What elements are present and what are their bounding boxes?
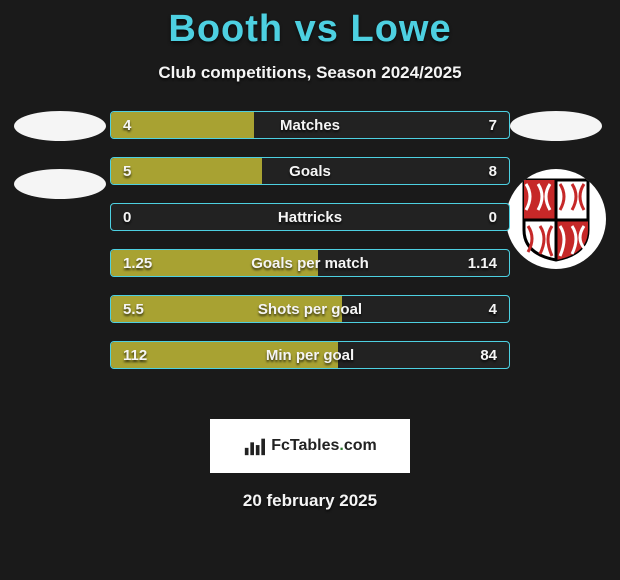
page-title: Booth vs Lowe: [0, 0, 620, 51]
right-player-logo-placeholder: [510, 111, 602, 141]
stat-value-right: 0: [489, 204, 497, 231]
stat-value-right: 4: [489, 296, 497, 323]
subtitle: Club competitions, Season 2024/2025: [0, 63, 620, 83]
brand-badge: FcTables.com: [210, 419, 410, 473]
stat-row: 0Hattricks0: [110, 203, 510, 231]
stat-value-right: 84: [480, 342, 497, 369]
brand-tld: com: [344, 437, 377, 454]
left-player-logo-placeholder-1: [14, 111, 106, 141]
stat-label: Min per goal: [111, 342, 509, 369]
stat-value-right: 8: [489, 158, 497, 185]
shield-icon: [520, 176, 592, 262]
left-player-column: [14, 111, 106, 199]
stat-label: Matches: [111, 112, 509, 139]
stat-row: 112Min per goal84: [110, 341, 510, 369]
brand-name-part: FcTables: [271, 437, 339, 454]
stat-row: 4Matches7: [110, 111, 510, 139]
bar-chart-icon: [243, 435, 265, 457]
stat-label: Hattricks: [111, 204, 509, 231]
stat-value-right: 7: [489, 112, 497, 139]
left-player-logo-placeholder-2: [14, 169, 106, 199]
stat-bars: 4Matches75Goals80Hattricks01.25Goals per…: [110, 111, 510, 369]
brand-text: FcTables.com: [271, 437, 377, 455]
right-player-column: [506, 111, 606, 269]
stat-label: Shots per goal: [111, 296, 509, 323]
stat-row: 5.5Shots per goal4: [110, 295, 510, 323]
right-player-club-crest: [506, 169, 606, 269]
stat-row: 5Goals8: [110, 157, 510, 185]
stat-label: Goals per match: [111, 250, 509, 277]
stat-row: 1.25Goals per match1.14: [110, 249, 510, 277]
comparison-stage: 4Matches75Goals80Hattricks01.25Goals per…: [0, 111, 620, 401]
stat-value-right: 1.14: [468, 250, 497, 277]
stat-label: Goals: [111, 158, 509, 185]
date-line: 20 february 2025: [0, 491, 620, 511]
